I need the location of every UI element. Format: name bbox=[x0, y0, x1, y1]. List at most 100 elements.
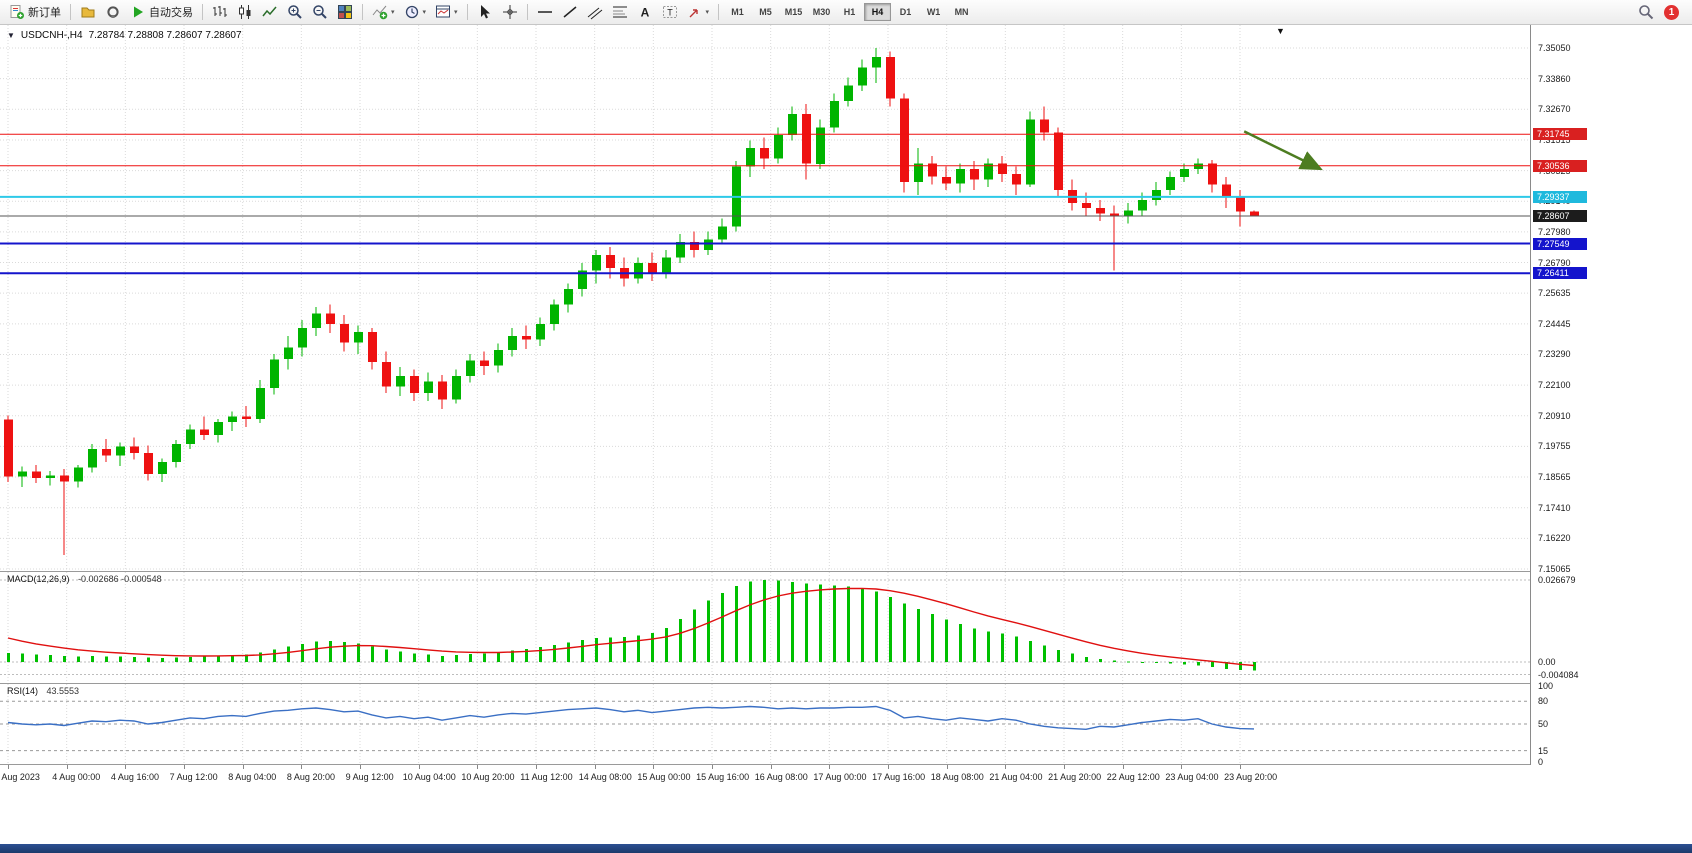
channel-icon bbox=[587, 7, 602, 20]
rsi-axis-label: 0 bbox=[1538, 757, 1544, 767]
panel-separator[interactable] bbox=[0, 683, 1692, 684]
periods-button[interactable]: ▾ bbox=[400, 2, 431, 22]
line-chart-button[interactable] bbox=[258, 2, 282, 22]
price-tag[interactable]: 7.31745 bbox=[1533, 128, 1587, 141]
toolbar-separator bbox=[466, 4, 468, 20]
window-filler bbox=[0, 790, 1692, 844]
timeframe-m5-button[interactable]: M5 bbox=[752, 3, 779, 21]
rsi-name: RSI(14) bbox=[7, 686, 39, 696]
toolbar-separator bbox=[718, 4, 720, 20]
time-axis-label: 8 Aug 20:00 bbox=[286, 772, 335, 782]
bar-chart-button[interactable] bbox=[208, 2, 232, 22]
arrows-shapes-icon bbox=[689, 9, 698, 18]
time-axis-label: 17 Aug 00:00 bbox=[813, 772, 867, 782]
chart-title: ▼ USDCNH-,H4 7.28784 7.28808 7.28607 7.2… bbox=[7, 30, 242, 41]
text-tool-button[interactable]: A bbox=[633, 2, 657, 22]
chart-window: ▼ USDCNH-,H4 7.28784 7.28808 7.28607 7.2… bbox=[0, 25, 1692, 790]
shapes-tool-button[interactable]: ▾ bbox=[683, 2, 714, 22]
fibonacci-tool-button[interactable] bbox=[608, 2, 632, 22]
price-axis[interactable]: 7.350507.338607.326707.315157.303257.291… bbox=[1530, 25, 1692, 767]
time-axis-tick bbox=[418, 765, 420, 769]
templates-button[interactable]: ▾ bbox=[431, 2, 462, 22]
macd-signal-line bbox=[7, 587, 1255, 667]
sound-button[interactable] bbox=[101, 2, 125, 22]
price-tag[interactable]: 7.30536 bbox=[1533, 159, 1587, 172]
clock-icon bbox=[405, 5, 418, 19]
tile-windows-button[interactable] bbox=[333, 2, 357, 22]
time-axis-tick bbox=[8, 765, 9, 769]
timeframe-d1-button[interactable]: D1 bbox=[892, 3, 919, 21]
time-axis-label: 10 Aug 20:00 bbox=[461, 772, 515, 782]
rsi-panel[interactable]: RSI(14) 43.5553 bbox=[0, 684, 1530, 764]
new-order-button[interactable]: 新订单 bbox=[5, 2, 65, 22]
trendline-icon bbox=[563, 6, 577, 18]
timeframe-h4-button[interactable]: H4 bbox=[864, 3, 892, 21]
auto-trading-button[interactable]: 自动交易 bbox=[126, 2, 197, 22]
horizontal-line-tool-button[interactable] bbox=[533, 2, 557, 22]
panel-separator[interactable] bbox=[0, 571, 1692, 572]
search-icon[interactable] bbox=[1638, 4, 1654, 20]
toolbar-separator bbox=[362, 4, 363, 20]
rsi-canvas[interactable] bbox=[0, 684, 1530, 764]
notification-badge[interactable]: 1 bbox=[1664, 4, 1679, 20]
time-axis-tick bbox=[653, 765, 655, 769]
price-axis-label: 7.15065 bbox=[1538, 564, 1571, 574]
taskbar-strip bbox=[0, 844, 1692, 853]
toolbar-separator bbox=[526, 4, 528, 20]
price-tag[interactable]: 7.26411 bbox=[1533, 267, 1587, 280]
chart-symbol-period: USDCNH-,H4 bbox=[20, 30, 83, 41]
zoom-out-button[interactable] bbox=[308, 2, 332, 22]
price-chart-panel[interactable]: ▼ USDCNH-,H4 7.28784 7.28808 7.28607 7.2… bbox=[0, 25, 1530, 571]
time-axis-tick bbox=[770, 765, 772, 769]
time-axis-label: 3 Aug 2023 bbox=[0, 772, 40, 782]
price-axis-label: 7.20910 bbox=[1538, 410, 1571, 421]
timeframe-m1-button[interactable]: M1 bbox=[724, 3, 751, 21]
trend-arrow-annotation bbox=[1243, 130, 1323, 171]
timeframe-w1-button[interactable]: W1 bbox=[920, 3, 947, 21]
time-axis-tick bbox=[712, 765, 713, 769]
time-axis-label: 23 Aug 20:00 bbox=[1224, 772, 1278, 782]
crosshair-button[interactable] bbox=[498, 2, 522, 22]
candlestick-chart-button[interactable] bbox=[233, 2, 257, 22]
profiles-folder-icon bbox=[81, 7, 95, 18]
timeframe-m30-button[interactable]: M30 bbox=[808, 3, 835, 21]
price-chart-canvas[interactable] bbox=[0, 25, 1530, 571]
price-tag[interactable]: 7.28607 bbox=[1533, 209, 1587, 222]
panel-separator[interactable] bbox=[0, 764, 1692, 765]
macd-axis-label: -0.004084 bbox=[1538, 669, 1579, 680]
time-axis-label: 15 Aug 16:00 bbox=[696, 772, 750, 782]
time-axis-tick bbox=[946, 765, 948, 769]
svg-text:A: A bbox=[640, 6, 649, 20]
main-toolbar: 新订单 自动交易 bbox=[0, 0, 1692, 25]
chart-menu-icon[interactable]: ▼ bbox=[7, 31, 15, 40]
price-tag[interactable]: 7.27549 bbox=[1533, 237, 1587, 250]
indicators-button[interactable]: ▾ bbox=[368, 2, 399, 22]
cursor-button[interactable] bbox=[473, 2, 497, 22]
rsi-axis-label: 15 bbox=[1538, 745, 1549, 756]
macd-canvas[interactable] bbox=[0, 572, 1530, 683]
label-tool-button[interactable]: T bbox=[658, 2, 682, 22]
timeframe-h1-button[interactable]: H1 bbox=[836, 3, 863, 21]
zoom-in-button[interactable] bbox=[283, 2, 307, 22]
macd-panel[interactable]: MACD(12,26,9) -0.002686 -0.000548 bbox=[0, 572, 1530, 683]
timeframe-m15-button[interactable]: M15 bbox=[780, 3, 807, 21]
rsi-axis-label: 50 bbox=[1538, 719, 1549, 729]
new-order-label: 新订单 bbox=[28, 7, 61, 19]
time-axis-tick bbox=[1240, 765, 1241, 769]
chart-grid bbox=[0, 25, 1530, 571]
time-axis-tick bbox=[1005, 765, 1007, 769]
profiles-button[interactable] bbox=[76, 2, 100, 22]
trendline-tool-button[interactable] bbox=[558, 2, 582, 22]
horizontal-line-icon bbox=[537, 11, 552, 13]
rsi-axis-label: 100 bbox=[1538, 681, 1554, 691]
candlestick-icon bbox=[239, 5, 251, 19]
time-axis[interactable]: 3 Aug 2023 4 Aug 00:00 4 Aug 16:00 7 Aug 12… bbox=[0, 765, 1692, 790]
chart-shift-marker-icon[interactable]: ▼ bbox=[1276, 26, 1285, 36]
price-axis-label: 7.26790 bbox=[1538, 257, 1571, 268]
time-axis-tick bbox=[1064, 765, 1065, 769]
text-icon: A bbox=[640, 6, 649, 20]
channel-tool-button[interactable] bbox=[583, 2, 607, 22]
price-tag[interactable]: 7.29337 bbox=[1533, 190, 1587, 203]
timeframe-mn-button[interactable]: MN bbox=[948, 3, 975, 21]
